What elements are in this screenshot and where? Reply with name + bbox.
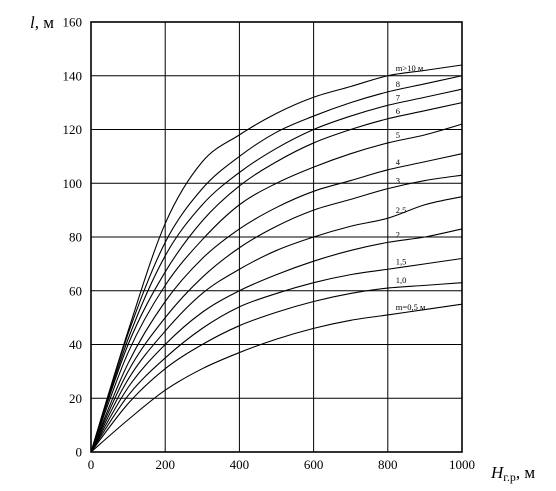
y-axis-title-unit: , м xyxy=(35,13,55,32)
series-label: 8 xyxy=(396,79,400,89)
labels-layer: m>10 м 8 7 6 5 4 3 2,5 2 1,5 1,0 m=0,5 м xyxy=(396,63,426,312)
plot-frame xyxy=(90,21,463,453)
series-line xyxy=(90,257,463,453)
series-line xyxy=(90,228,463,453)
y-tick-label: 40 xyxy=(69,337,82,352)
x-axis-title-sub: г.р xyxy=(503,470,516,484)
y-axis-title-main: l xyxy=(30,13,35,32)
y-tick-label: 60 xyxy=(69,283,82,298)
y-tick-label: 20 xyxy=(69,391,82,406)
y-tick-label: 140 xyxy=(63,68,83,83)
series-label: 3 xyxy=(396,176,400,186)
grid-layer xyxy=(91,22,462,452)
y-tick-label: 160 xyxy=(63,15,83,30)
x-tick-label: 1000 xyxy=(449,457,475,472)
x-tick-label: 0 xyxy=(88,457,95,472)
series-line xyxy=(90,88,463,453)
x-tick-label: 800 xyxy=(378,457,398,472)
series-label: 6 xyxy=(396,106,400,116)
series-label: m=0,5 м xyxy=(396,302,426,312)
series-line xyxy=(90,282,463,453)
y-tick-label: 100 xyxy=(63,176,83,191)
series-line xyxy=(90,196,463,453)
series-line xyxy=(90,64,463,453)
series-label: 5 xyxy=(396,130,400,140)
x-axis-title-main: H xyxy=(490,463,505,482)
series-line xyxy=(90,102,463,453)
y-tick-label: 0 xyxy=(76,445,83,460)
series-line xyxy=(90,75,463,453)
series-label: 2,5 xyxy=(396,205,407,215)
x-axis-title: Hг.р, м xyxy=(490,463,535,484)
series-line xyxy=(90,174,463,453)
series-label: 2 xyxy=(396,229,400,239)
series-label: 1,0 xyxy=(396,275,407,285)
curves-layer xyxy=(90,64,463,453)
series-label: 7 xyxy=(396,92,400,102)
x-tick-label: 200 xyxy=(155,457,175,472)
y-tick-label: 120 xyxy=(63,122,83,137)
series-label: m>10 м xyxy=(396,63,424,73)
y-tick-label: 80 xyxy=(69,230,82,245)
x-axis-title-unit: , м xyxy=(516,463,536,482)
series-label: 4 xyxy=(396,157,401,167)
x-tick-label: 600 xyxy=(304,457,324,472)
y-axis-title: l, м xyxy=(30,13,54,32)
series-line xyxy=(90,123,463,453)
x-tick-label: 400 xyxy=(230,457,250,472)
series-line xyxy=(90,303,463,453)
ticks-layer: 0 200 400 600 800 1000 0 20 40 60 80 100 120 140 160 xyxy=(63,15,476,473)
series-label: 1,5 xyxy=(396,256,407,266)
series-line xyxy=(90,153,463,453)
